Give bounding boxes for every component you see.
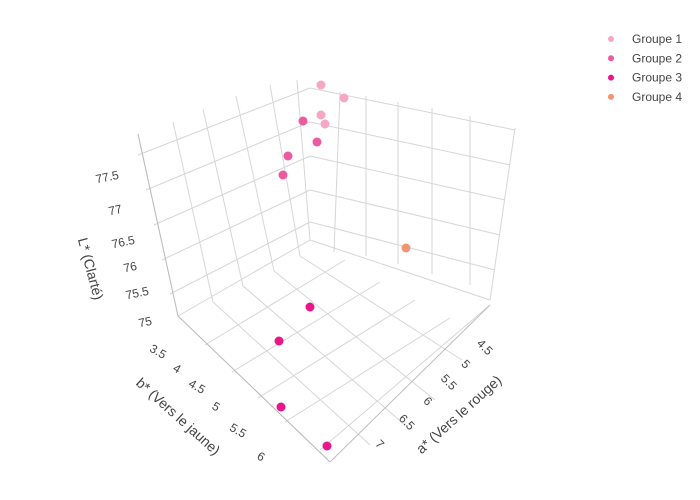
marker-groupe-3[interactable] — [322, 441, 332, 451]
legend-item-groupe-1[interactable]: Groupe 1 — [608, 32, 682, 46]
z-tick-label: 77 — [107, 202, 123, 219]
marker-groupe-3[interactable] — [274, 336, 284, 346]
data-markers[interactable] — [274, 80, 411, 451]
z-tick-label: 75.5 — [124, 284, 150, 303]
z-tick-label: 75 — [137, 314, 153, 331]
legend-label: Groupe 2 — [632, 51, 682, 65]
y-axis-title: b* (Vers le jaune) — [133, 374, 224, 458]
x-tick-label: 5.5 — [438, 371, 460, 393]
axis-edges — [137, 133, 491, 463]
marker-groupe-4[interactable] — [401, 243, 411, 253]
y-tick-label: 3.5 — [147, 341, 169, 362]
y-tick-label: 5 — [210, 399, 223, 415]
x-axis-title: a* (Vers le rouge) — [413, 372, 505, 457]
marker-groupe-2[interactable] — [312, 137, 322, 147]
marker-groupe-2[interactable] — [298, 116, 308, 126]
legend-marker-icon — [608, 93, 614, 100]
marker-groupe-1[interactable] — [316, 110, 326, 120]
x-tick-label: 4.5 — [474, 336, 496, 358]
x-tick-label: 6.5 — [396, 411, 418, 433]
z-axis-title: L* (Clarté) — [75, 236, 107, 302]
y-tick-label: 5.5 — [227, 420, 249, 441]
legend-item-groupe-4[interactable]: Groupe 4 — [608, 90, 682, 104]
x-tick-label: 6 — [421, 394, 436, 409]
z-tick-label: 77.5 — [94, 168, 120, 187]
legend-marker-icon — [608, 74, 614, 81]
legend-label: Groupe 3 — [632, 71, 682, 85]
marker-groupe-3[interactable] — [276, 402, 286, 412]
z-tick-label: 76 — [122, 259, 138, 276]
legend-item-groupe-2[interactable]: Groupe 2 — [608, 51, 682, 65]
y-tick-label: 4.5 — [186, 376, 208, 397]
y-tick-label: 4 — [171, 361, 184, 377]
marker-groupe-1[interactable] — [320, 119, 330, 129]
legend-label: Groupe 1 — [632, 32, 682, 46]
marker-groupe-2[interactable] — [283, 151, 293, 161]
z-tick-labels: 75 75.5 76 76.5 77 77.5 — [94, 168, 153, 331]
marker-groupe-2[interactable] — [278, 170, 288, 180]
marker-groupe-1[interactable] — [339, 93, 349, 103]
legend-marker-icon — [608, 55, 614, 62]
x-tick-label: 7 — [373, 437, 388, 452]
marker-groupe-1[interactable] — [316, 80, 326, 90]
legend-label: Groupe 4 — [632, 90, 682, 104]
marker-groupe-3[interactable] — [305, 302, 315, 312]
legend-item-groupe-3[interactable]: Groupe 3 — [608, 71, 682, 85]
legend-marker-icon — [608, 36, 614, 42]
y-tick-label: 6 — [255, 449, 268, 465]
z-tick-label: 76.5 — [110, 233, 136, 252]
legend[interactable]: Groupe 1 Groupe 2 Groupe 3 Groupe 4 — [608, 32, 682, 104]
